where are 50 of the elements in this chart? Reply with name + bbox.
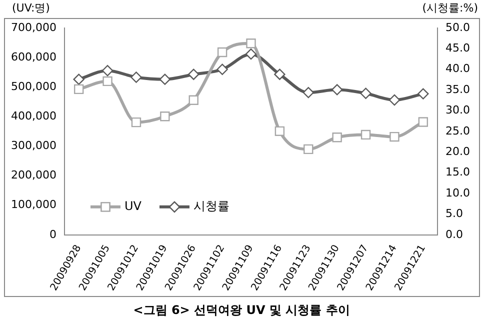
legend-label: 시청률 [193,199,230,214]
point [102,65,114,76]
point [302,86,314,98]
y2-tick-label: 0.0 [446,228,464,241]
point [159,74,171,85]
point [246,38,256,48]
y2-axis-title: (시청률:%) [422,1,478,14]
y-tick-label: 600,000 [10,50,56,64]
point [304,144,314,154]
point [74,84,84,94]
y2-tick-label: 15.0 [446,166,470,179]
point [131,117,142,128]
point [102,76,112,86]
y-tick-label: 100,000 [10,198,56,212]
point [188,95,198,105]
point [245,48,257,60]
point [160,112,170,122]
point [130,72,142,83]
point [188,68,200,80]
y2-tick-label: 10.0 [446,186,470,200]
y2-tick-label: 45.0 [446,42,470,55]
point [332,132,342,142]
point [418,88,429,100]
legend-label: UV [124,199,142,214]
y-tick-label: 700,000 [10,20,56,34]
point [390,132,400,142]
y2-tick-label: 5.0 [446,207,464,220]
y-tick-label: 400,000 [10,110,56,123]
point [217,47,228,58]
point [331,84,343,96]
y2-tick-label: 25.0 [446,124,470,138]
y2-tick-label: 50.0 [446,20,470,34]
point [418,117,428,127]
point [274,68,286,80]
y2-tick-label: 30.0 [446,104,470,117]
y-tick-label: 300,000 [10,139,56,152]
text: <그림 6> 선덕여왕 UV 및 시청률 추이 [132,302,351,319]
y2-tick-label: 35.0 [446,82,470,96]
y-axis-title: (UV:명) [12,1,50,14]
y2-tick-label: 20.0 [446,145,470,158]
point [216,64,228,75]
y-tick-label: 500,000 [10,80,56,93]
point [274,126,285,136]
point [73,74,84,85]
point [360,88,372,99]
point [360,130,371,140]
y-tick-label: 200,000 [10,168,56,182]
y-tick-label: 0 [49,228,56,241]
y2-tick-label: 40.0 [446,62,470,76]
point [388,94,400,106]
